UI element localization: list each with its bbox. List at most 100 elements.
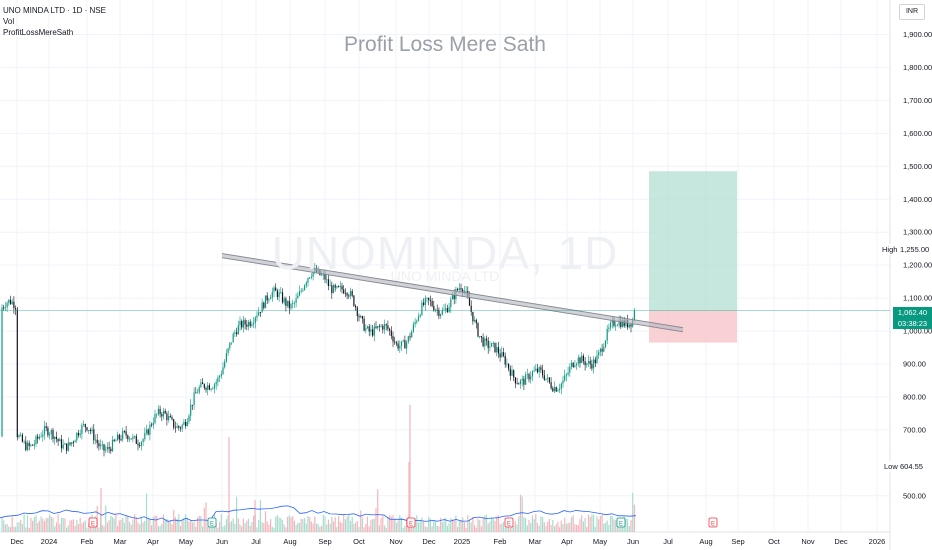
volume-bar [1,517,3,532]
volume-bar [426,526,428,532]
currency-button[interactable]: INR [899,4,925,20]
candle-body [591,364,593,369]
candle-body [304,285,306,290]
volume-bar [266,521,268,532]
x-tick-label: Oct [353,537,366,546]
earnings-marker [406,517,416,528]
volume-bar [417,522,420,532]
volume-bar [23,514,25,532]
candle-body [98,443,100,447]
y-tick-label: 1,800.00 [903,63,932,72]
volume-spike [100,488,102,532]
candle-body [45,426,47,428]
volume-bar [264,511,267,532]
candle-body [33,444,35,446]
candle-body [628,324,630,328]
volume-bar [560,520,562,532]
trendline-band [222,253,683,332]
candle-body [288,300,290,309]
volume-bar [632,492,634,532]
volume-bar [244,523,246,532]
candle-body [64,443,66,445]
volume-bar [161,524,163,532]
candle-body [230,342,233,344]
candle-body [627,319,629,328]
candle-body [140,442,142,447]
candle-body [60,439,63,449]
candle-body [273,287,275,292]
volume-bar [268,524,270,532]
candle-body [49,434,51,436]
volume-bar [570,517,573,532]
volume-bar [555,524,557,532]
volume-bar [242,518,244,532]
candle-body [258,312,260,316]
volume-bar [108,520,110,532]
volume-bar [137,522,139,532]
candle-body [599,348,601,352]
candle-body [309,277,311,279]
candle-body [491,342,493,347]
volume-bar [144,520,146,532]
volume-bar [514,521,516,532]
volume-bar [147,518,149,532]
volume-bar [423,521,425,532]
candle-body [589,361,591,365]
volume-bar [343,515,345,532]
volume-bar [271,526,273,532]
candle-body [378,325,380,327]
volume-bar [358,527,360,532]
candle-body [565,374,567,376]
candle-body [293,302,295,304]
candle-body [91,429,93,432]
volume-bar [443,519,445,532]
volume-bar [535,514,537,532]
candle-body [227,348,229,354]
volume-bar [365,524,367,532]
volume-bar [477,518,479,532]
volume-bar [479,520,481,532]
volume-bar [32,520,34,532]
x-tick-label: Mar [114,537,127,546]
candle-body [474,319,476,322]
candle-body [185,421,187,427]
volume-bar [259,500,261,532]
candle-body [327,279,329,286]
candle-body [156,414,158,415]
candle-body [390,330,392,337]
candle-body [525,374,527,385]
volume-bar [183,517,185,532]
volume-bar [509,527,511,532]
x-tick-label: Apr [147,537,159,546]
volume-bar [429,518,431,532]
candle-body [417,316,420,321]
candle-body [47,427,49,436]
volume-bar [416,515,418,532]
candle-body [179,427,182,429]
volume-bar [383,525,386,532]
volume-bar [496,516,498,532]
candle-body [582,355,584,362]
candle-body [519,380,522,385]
volume-bar [606,520,608,532]
volume-bar [84,520,86,532]
volume-bar [293,520,295,532]
volume-bar [220,514,222,532]
volume-bar [281,519,284,532]
volume-bar [467,515,469,532]
volume-bar [569,522,571,532]
candle-body [186,421,188,427]
candle-body [387,325,389,329]
candle-body [62,444,64,449]
candle-body [162,410,165,417]
volume-bar [202,526,204,532]
candle-body [312,271,314,277]
volume-bar [491,517,493,532]
volume-bar [66,527,68,532]
volume-bar [559,527,561,532]
volume-bar [232,518,234,532]
volume-bar [615,520,617,532]
volume-bar [392,515,394,532]
candle-body [353,295,355,306]
